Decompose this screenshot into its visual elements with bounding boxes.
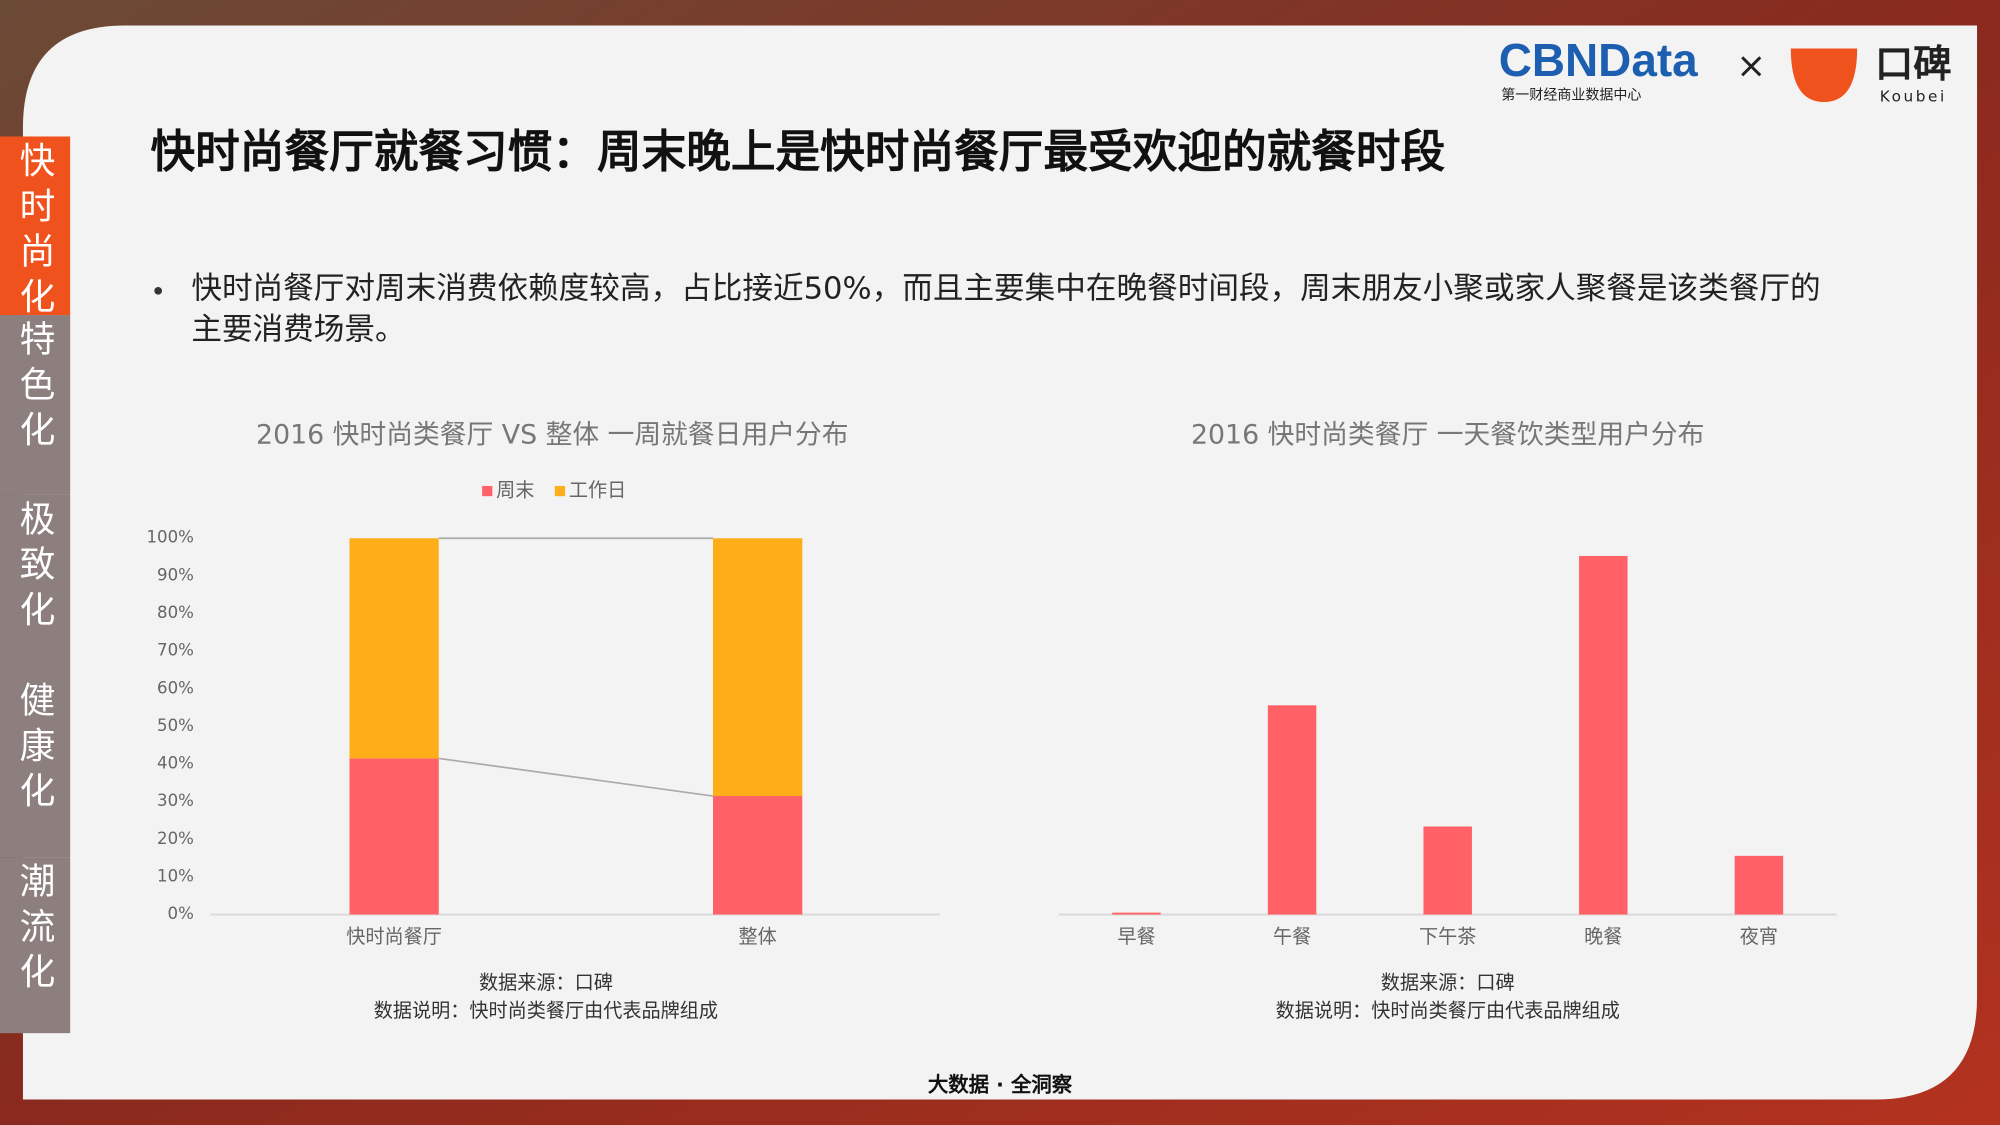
legend-swatch <box>482 485 493 497</box>
y-tick-label: 50% <box>157 716 194 735</box>
note: 数据说明：快时尚类餐厅由代表品牌组成 <box>374 999 718 1022</box>
footer: 大数据 · 全洞察 <box>928 1072 1073 1096</box>
y-tick-label: 70% <box>157 641 194 660</box>
brand-sub: 第一财经商业数据中心 <box>1501 87 1641 104</box>
y-tick-label: 10% <box>157 866 194 885</box>
y-tick-label: 100% <box>146 528 193 547</box>
x-tick-label: 快时尚餐厅 <box>346 925 442 948</box>
x-tick-label: 下午茶 <box>1419 925 1476 948</box>
bar <box>1734 855 1784 915</box>
y-tick-label: 30% <box>157 791 194 810</box>
bar-segment <box>713 538 803 797</box>
side-tab-label: 潮流化 <box>14 862 55 998</box>
chart-title: 2016 快时尚类餐厅 一天餐饮类型用户分布 <box>1191 420 1704 451</box>
y-tick-label: 90% <box>157 565 194 584</box>
side-tab <box>0 494 71 677</box>
bar <box>1579 555 1628 915</box>
y-tick-label: 20% <box>157 829 194 848</box>
bar-segment <box>713 796 803 915</box>
side-tab <box>0 676 71 858</box>
series-line <box>438 757 714 797</box>
times: × <box>1736 46 1766 87</box>
x-tick-label: 夜宵 <box>1740 925 1778 948</box>
note: 数据说明：快时尚类餐厅由代表品牌组成 <box>1276 999 1620 1022</box>
bar <box>1112 912 1161 915</box>
side-tab <box>0 136 71 316</box>
koubei-logo <box>1790 48 1858 103</box>
legend-label: 工作日 <box>569 479 626 502</box>
bar-segment <box>349 538 439 759</box>
y-tick-label: 0% <box>168 904 194 923</box>
x-tick-label: 整体 <box>739 925 777 948</box>
bullet-text: 快时尚餐厅对周末消费依赖度较高，占比接近50%，而且主要集中在晚餐时间段，周末朋… <box>191 270 1821 347</box>
x-tick-label: 早餐 <box>1117 925 1155 948</box>
brand: CBNData <box>1499 34 1698 86</box>
bar-segment <box>349 758 439 915</box>
x-tick-label: 晚餐 <box>1584 925 1622 948</box>
bar <box>1267 705 1317 915</box>
y-tick-label: 40% <box>157 754 194 773</box>
source: 数据来源：口碑 <box>1381 971 1515 994</box>
card <box>22 25 1978 1100</box>
chart-title: 2016 快时尚类餐厅 VS 整体 一周就餐日用户分布 <box>256 420 848 451</box>
x-tick-label: 午餐 <box>1273 925 1311 948</box>
side-tab-label: 健康化 <box>14 681 55 817</box>
y-tick-label: 80% <box>157 603 194 622</box>
y-tick-label: 60% <box>157 678 194 697</box>
bar <box>1423 826 1472 915</box>
side-tab-label: 极致化 <box>14 500 55 636</box>
side-tab-label: 特色化 <box>14 320 55 456</box>
side-tab <box>0 315 71 495</box>
partner: 口碑 <box>1875 42 1951 87</box>
partner-sub: Koubei <box>1880 87 1947 105</box>
side-tab-label: 快时尚化 <box>14 142 55 323</box>
source: 数据来源：口碑 <box>479 971 613 994</box>
page-title: 快时尚餐厅就餐习惯：周末晚上是快时尚餐厅最受欢迎的就餐时段 <box>150 127 1446 179</box>
bullet-dot <box>154 286 162 295</box>
side-tab <box>0 857 71 1034</box>
legend-label: 周末 <box>496 479 534 502</box>
legend-swatch <box>554 485 566 497</box>
